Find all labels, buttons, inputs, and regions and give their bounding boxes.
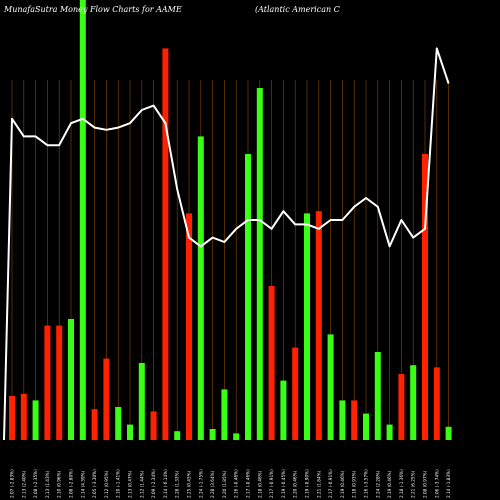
- money-flow-bar: [186, 213, 192, 440]
- x-tick-label: 2.12 (1.44%): [139, 470, 144, 498]
- money-flow-bar: [115, 407, 122, 440]
- x-tick-label: 2.06 (-3.74%): [434, 469, 439, 498]
- money-flow-bar: [386, 424, 393, 440]
- money-flow-bar: [79, 0, 86, 440]
- x-tick-label: 2.17 (-0.46%): [246, 469, 251, 498]
- x-tick-label: 2.10 (0.96%): [57, 470, 62, 498]
- money-flow-bar: [245, 154, 251, 440]
- x-tick-label: 2.18 (0.46%): [257, 470, 262, 498]
- x-tick-label: 2.14 (-1.83%): [446, 469, 451, 498]
- x-tick-label: 2.19 (0.46%): [340, 470, 345, 498]
- money-flow-bar: [445, 426, 452, 440]
- money-flow-bar: [292, 347, 299, 440]
- x-tick-label: 2.14 (-6.14%): [163, 469, 168, 498]
- chart-subtitle: (Atlantic American C: [255, 5, 340, 14]
- money-flow-bar: [410, 365, 417, 440]
- x-tick-label: 2.05 (-3.30%): [92, 469, 97, 498]
- money-flow-bar: [363, 413, 369, 440]
- money-flow-bar: [268, 286, 275, 440]
- x-tick-label: 2.28 (3.64%): [210, 470, 215, 498]
- x-tick-label: 2.08 (-2.80%): [69, 469, 74, 498]
- x-tick-label: 2.19 (-0.45%): [281, 469, 286, 498]
- money-flow-bar: [233, 433, 240, 440]
- x-tick-label: 2.21 (6.25%): [411, 470, 416, 498]
- money-flow-bar: [138, 363, 145, 440]
- money-flow-bar: [209, 429, 216, 440]
- money-flow-bar: [174, 431, 181, 440]
- x-tick-label: 2.13 (2.40%): [21, 470, 26, 498]
- x-tick-label: 2.19 (0.46%): [387, 470, 392, 498]
- x-tick-labels: 2.07 (-2.83%) 2.13 (2.40%) 2.08 (-2.35%) 2.…: [10, 469, 452, 498]
- x-tick-label: 2.28 (1.33%): [175, 470, 180, 498]
- x-tick-label: 2.19 (-0.90%): [305, 469, 310, 498]
- money-flow-bar: [339, 400, 346, 440]
- money-flow-bar: [91, 409, 98, 440]
- money-flow-bar: [9, 396, 15, 440]
- money-flow-bar: [398, 374, 405, 440]
- x-tick-label: 2.08 (-2.35%): [33, 469, 38, 498]
- x-tick-label: 2.13 (1.43%): [45, 470, 50, 498]
- money-flow-bar: [422, 154, 428, 440]
- x-tick-label: 2.18 (-1.36%): [399, 469, 404, 498]
- price-line: [3, 47, 450, 441]
- money-flow-bar: [351, 400, 358, 440]
- x-tick-label: 2.13 (0.47%): [128, 470, 133, 498]
- x-tick-label: 2.16 (-0.46%): [234, 469, 239, 498]
- money-flow-bar: [197, 136, 204, 440]
- x-tick-label: 2.18 (0.93%): [352, 470, 357, 498]
- money-flow-bar: [44, 325, 51, 440]
- money-flow-bar: [221, 389, 228, 440]
- money-flow-bar: [280, 380, 287, 440]
- x-tick-label: 2.20 (1.85%): [222, 470, 227, 498]
- x-tick-label: 2.25 (0.45%): [187, 470, 192, 498]
- money-flow-bar: [374, 352, 381, 440]
- money-flow-bar: [20, 393, 27, 440]
- x-tick-label: 2.12 (0.95%): [104, 470, 109, 498]
- money-flow-bar: [315, 211, 322, 440]
- money-flow-bar: [304, 213, 310, 440]
- money-flow-bar: [68, 319, 74, 440]
- x-tick-label: 2.09 (-2.34%): [151, 469, 156, 498]
- money-flow-bar: [103, 358, 110, 440]
- x-tick-label: 2.17 (-0.91%): [328, 469, 333, 498]
- money-flow-bar: [150, 411, 157, 440]
- money-flow-bar: [256, 88, 263, 440]
- x-tick-label: 2.16 (-3.57%): [364, 469, 369, 498]
- money-flow-bar: [162, 48, 169, 441]
- money-flow-bar: [56, 325, 63, 440]
- x-tick-label: 2.17 (-0.91%): [269, 469, 274, 498]
- money-flow-bar: [327, 334, 334, 440]
- x-tick-label: 2.24 (-1.75%): [198, 469, 203, 498]
- money-flow-bar: [32, 400, 39, 440]
- chart-title: MunafaSutra Money Flow Charts for AAME: [3, 5, 182, 14]
- money-flow-bar: [127, 424, 133, 440]
- x-tick-label: 2.21 (1.84%): [316, 470, 321, 498]
- x-tick-label: 2.20 (0.46%): [293, 470, 298, 498]
- x-tick-label: 2.07 (-2.83%): [10, 469, 15, 498]
- money-flow-bars: [9, 0, 452, 441]
- money-flow-bar: [433, 367, 440, 440]
- x-tick-label: 2.14 (4.39%): [80, 470, 85, 498]
- x-tick-label: 2.08 (0.97%): [423, 470, 428, 498]
- x-tick-label: 2.10 (-1.41%): [116, 469, 121, 498]
- x-tick-label: 2.24 (2.28%): [375, 470, 380, 498]
